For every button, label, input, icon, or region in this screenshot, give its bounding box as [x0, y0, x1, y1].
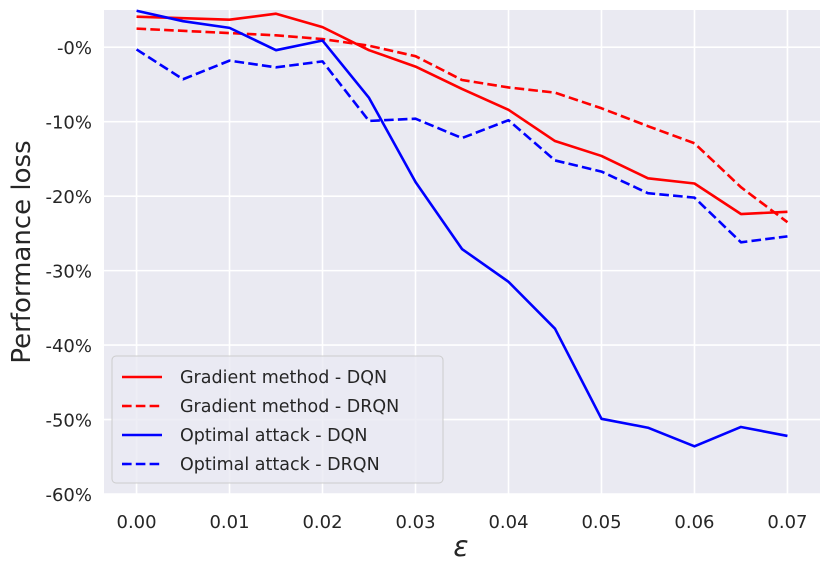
x-tick-label: 0.04: [488, 512, 528, 533]
legend-label-gradient-drqn: Gradient method - DRQN: [180, 397, 399, 417]
y-tick-label: -60%: [45, 485, 92, 506]
legend-label-gradient-dqn: Gradient method - DQN: [180, 368, 387, 388]
y-tick-label: -10%: [45, 113, 92, 134]
y-tick-label: -40%: [45, 336, 92, 357]
x-tick-label: 0.03: [395, 512, 435, 533]
series-line-gradient-method-dqn: [136, 12, 788, 216]
y-tick-label: -0%: [57, 38, 92, 59]
x-tick-label: 0.05: [581, 512, 621, 533]
x-axis-title: ε: [453, 530, 468, 563]
x-tick-labels: 0.00 0.01 0.02 0.03 0.04 0.05 0.06 0.07: [117, 512, 808, 533]
series-line-optimal-attack-drqn: [135, 48, 788, 244]
y-tick-label: -50%: [45, 411, 92, 432]
legend: Gradient method - DQN Gradient method - …: [111, 355, 444, 484]
series-lines: [135, 9, 789, 448]
x-tick-label: 0.02: [302, 512, 342, 533]
x-gridlines: [135, 10, 789, 494]
x-tick-label: 0.07: [767, 512, 807, 533]
legend-label-optimal-dqn: Optimal attack - DQN: [180, 426, 368, 446]
legend-box: [111, 355, 444, 484]
y-tick-label: -20%: [45, 187, 92, 208]
y-axis-title: Performance loss: [7, 140, 37, 363]
series-line-gradient-method-drqn: [136, 27, 789, 224]
x-tick-label: 0.06: [674, 512, 714, 533]
y-tick-labels: -0% -10% -20% -30% -40% -50% -60%: [45, 38, 92, 506]
legend-label-optimal-drqn: Optimal attack - DRQN: [180, 455, 380, 475]
y-tick-label: -30%: [45, 262, 92, 283]
series-line-optimal-attack-dqn: [136, 9, 788, 448]
y-gridlines: [104, 46, 820, 495]
x-tick-label: 0.00: [117, 512, 157, 533]
x-tick-label: 0.01: [209, 512, 249, 533]
